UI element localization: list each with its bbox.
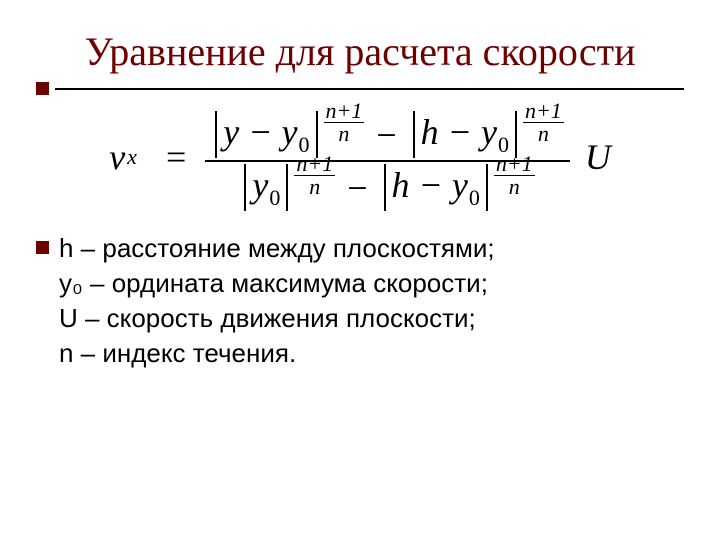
sub-x: x bbox=[127, 144, 137, 170]
var-U: U bbox=[585, 137, 611, 177]
legend-n: n – индекс течения. bbox=[59, 336, 495, 371]
exponent: n+1 n bbox=[324, 100, 365, 145]
sub-zero: 0 bbox=[269, 185, 280, 210]
expr-y0: y bbox=[252, 165, 268, 205]
expr-y-minus-y0: y − y bbox=[223, 112, 297, 152]
legend-U: U – скорость движения плоскости; bbox=[59, 301, 495, 336]
exp-num: n+1 bbox=[525, 98, 562, 123]
expr-h-minus-y0: h − y bbox=[392, 165, 468, 205]
horizontal-rule bbox=[55, 88, 684, 90]
accent-square-icon bbox=[36, 241, 49, 254]
formula-lhs: v x bbox=[109, 136, 137, 178]
exp-den: n bbox=[507, 176, 522, 198]
exp-num: n+1 bbox=[326, 98, 363, 123]
abs-y0: y0 bbox=[240, 164, 292, 211]
var-v: v bbox=[109, 136, 125, 178]
minus-sign: − bbox=[347, 167, 367, 209]
legend-text: h – расстояние между плоскостями; y₀ – о… bbox=[59, 231, 495, 371]
legend-y0: y₀ – ордината максимума скорости; bbox=[59, 266, 495, 301]
accent-square-icon bbox=[36, 82, 49, 95]
exp-den: n bbox=[307, 176, 322, 198]
slide: Уравнение для расчета скорости v x = y −… bbox=[0, 0, 720, 540]
formula-block: v x = y − y0 n+1 n − bbox=[36, 109, 684, 213]
exponent: n+1 n bbox=[523, 100, 564, 145]
slide-title: Уравнение для расчета скорости bbox=[36, 30, 684, 74]
legend-h: h – расстояние между плоскостями; bbox=[59, 231, 495, 266]
minus-sign: − bbox=[376, 114, 396, 156]
abs-h-minus-y0-den: h − y0 bbox=[380, 164, 492, 211]
exponent: n+1 n bbox=[494, 153, 535, 198]
denominator: y0 n+1 n − h − y0 n+1 bbox=[234, 162, 540, 213]
main-fraction: y − y0 n+1 n − h − y0 bbox=[205, 109, 570, 213]
expr-h-minus-y0: h − y bbox=[421, 112, 497, 152]
exp-den: n bbox=[536, 123, 551, 145]
legend-block: h – расстояние между плоскостями; y₀ – о… bbox=[36, 231, 684, 371]
sub-zero: 0 bbox=[469, 185, 480, 210]
exp-num: n+1 bbox=[496, 151, 533, 176]
title-rule bbox=[36, 82, 684, 95]
exp-num: n+1 bbox=[296, 151, 333, 176]
equals-sign: = bbox=[166, 137, 186, 177]
exponent: n+1 n bbox=[294, 153, 335, 198]
exp-den: n bbox=[336, 123, 351, 145]
